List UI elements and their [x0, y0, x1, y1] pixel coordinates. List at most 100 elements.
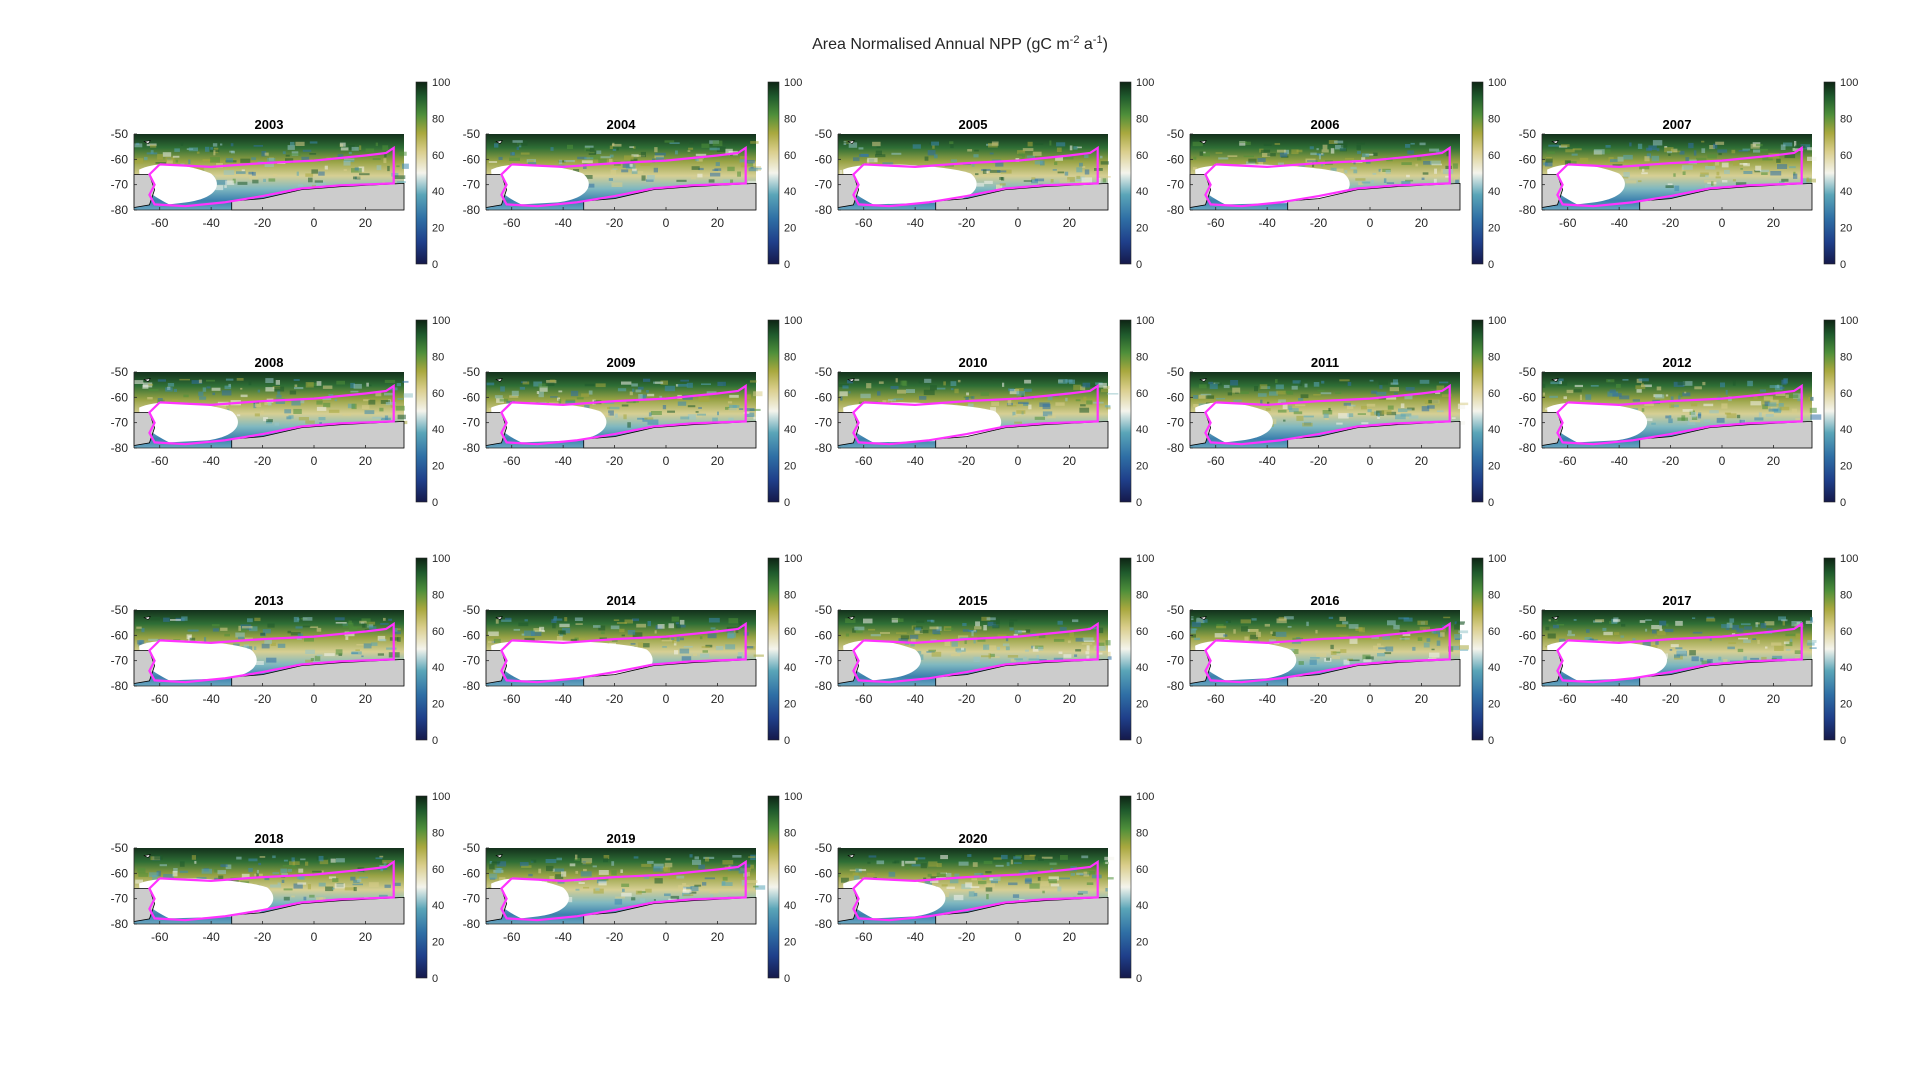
npp-cell	[983, 860, 993, 865]
npp-cell	[211, 387, 221, 391]
region-outline	[1556, 383, 1803, 446]
npp-cell	[755, 167, 762, 170]
npp-cell	[569, 863, 576, 867]
npp-cell	[297, 184, 304, 187]
npp-cell	[1668, 418, 1673, 424]
npp-cell	[213, 150, 216, 156]
npp-cell	[1260, 149, 1271, 153]
y-tick-label: -60	[1167, 390, 1185, 404]
npp-cell	[536, 391, 539, 394]
npp-cell	[272, 855, 276, 859]
npp-cell	[1455, 179, 1459, 184]
npp-cell	[1310, 657, 1320, 659]
npp-cell	[973, 892, 978, 897]
npp-cell	[206, 386, 211, 389]
npp-cell	[228, 383, 231, 387]
x-tick-label: 20	[711, 454, 725, 468]
npp-cell	[923, 877, 927, 880]
npp-cell	[328, 409, 340, 413]
npp-cell	[1547, 151, 1555, 154]
npp-cell	[1080, 386, 1086, 391]
npp-cell	[973, 656, 980, 662]
npp-cell	[310, 658, 315, 661]
npp-cell	[1549, 395, 1558, 398]
y-tick-label: -80	[463, 441, 481, 455]
npp-cell	[1031, 179, 1038, 184]
npp-cell	[1293, 411, 1303, 415]
npp-cell	[1348, 624, 1359, 629]
npp-cell	[1015, 388, 1024, 392]
npp-cell	[383, 861, 387, 868]
npp-cell	[959, 637, 971, 639]
x-tick-label: -40	[1258, 216, 1276, 230]
npp-cell	[744, 378, 753, 383]
npp-cell	[1387, 620, 1396, 626]
npp-cell	[1387, 405, 1394, 410]
x-tick-label: 0	[663, 454, 670, 468]
npp-cell	[1059, 877, 1070, 880]
npp-cell	[943, 381, 946, 386]
npp-cell	[1371, 390, 1378, 394]
npp-cell	[1292, 380, 1301, 384]
npp-cell	[636, 623, 646, 628]
npp-cell	[1761, 172, 1768, 175]
npp-cell	[215, 185, 224, 191]
npp-cell	[1705, 165, 1716, 170]
npp-cell	[1771, 642, 1782, 646]
npp-cell	[739, 408, 744, 410]
npp-cell	[305, 420, 315, 424]
npp-cell	[593, 888, 604, 894]
npp-cell	[996, 184, 1003, 190]
npp-cell	[165, 387, 173, 392]
npp-cell	[854, 626, 865, 631]
npp-cell	[1008, 388, 1015, 392]
npp-cell	[944, 640, 951, 646]
npp-cell	[1691, 416, 1698, 420]
npp-cell	[253, 145, 263, 147]
npp-cell	[322, 385, 333, 389]
colorbar-tick-label: 80	[784, 113, 796, 125]
npp-cell	[1810, 414, 1822, 420]
npp-cell	[949, 141, 954, 145]
npp-cell	[1434, 168, 1437, 174]
npp-cell	[1655, 394, 1665, 399]
npp-cell	[229, 150, 234, 153]
npp-cell	[1336, 422, 1343, 425]
npp-cell	[676, 179, 687, 182]
npp-cell	[1732, 380, 1736, 386]
x-tick-label: 0	[1015, 692, 1022, 706]
npp-cell	[1701, 140, 1705, 143]
y-tick-label: -80	[111, 679, 129, 693]
npp-cell	[316, 627, 322, 632]
npp-cell	[1760, 148, 1768, 152]
npp-cell	[1430, 160, 1441, 165]
npp-cell	[1436, 640, 1441, 646]
npp-cell	[1298, 661, 1304, 665]
npp-cell	[338, 653, 343, 656]
region-outline	[500, 621, 747, 684]
npp-cell	[305, 659, 313, 663]
npp-cell	[596, 150, 602, 154]
npp-cell	[260, 410, 264, 415]
npp-cell	[302, 617, 313, 621]
x-tick-label: -40	[202, 454, 220, 468]
y-tick-label: -60	[815, 628, 833, 642]
npp-cell	[1268, 639, 1276, 643]
npp-cell	[1301, 379, 1308, 382]
npp-cell	[583, 868, 587, 872]
npp-cell	[1275, 384, 1284, 390]
npp-cell	[680, 637, 684, 641]
npp-cell	[1779, 406, 1790, 411]
npp-cell	[621, 634, 625, 637]
npp-cell	[274, 386, 285, 392]
npp-cell	[929, 626, 939, 630]
npp-cell	[1072, 619, 1079, 623]
npp-cell	[334, 398, 338, 402]
npp-cell	[945, 627, 954, 631]
npp-cell	[698, 864, 705, 870]
figure-title-mid: a	[1079, 36, 1092, 53]
npp-cell	[134, 158, 144, 164]
x-tick-label: 0	[663, 216, 670, 230]
npp-cell	[1313, 394, 1321, 396]
npp-cell	[290, 632, 301, 636]
